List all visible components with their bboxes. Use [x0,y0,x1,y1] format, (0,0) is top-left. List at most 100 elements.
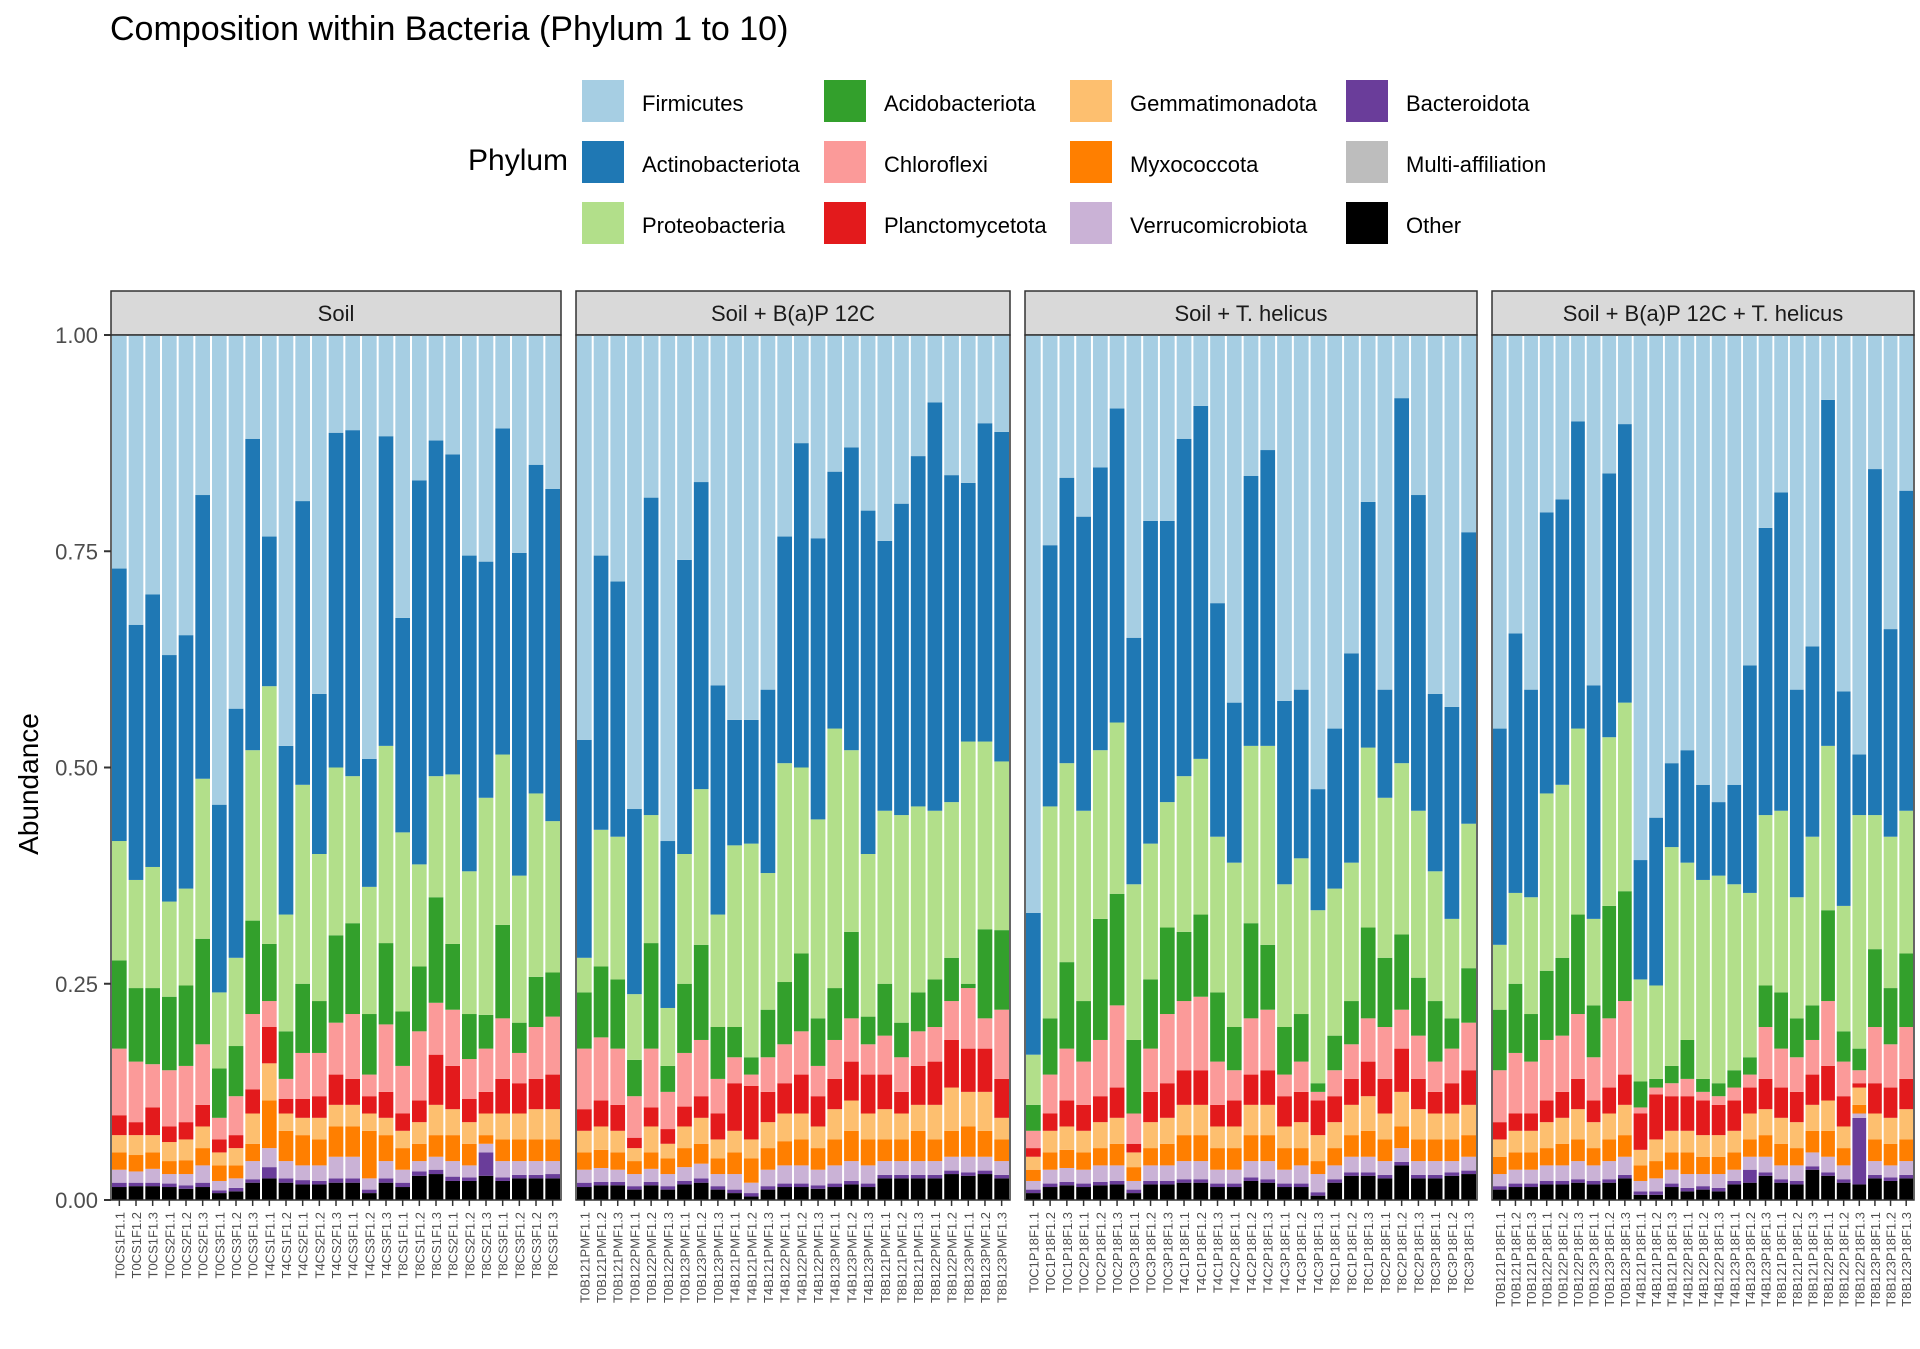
bar-segment-firmicutes [1789,335,1804,690]
bar-segment-myxococcota [727,1152,742,1175]
bar-stack [1444,335,1460,1200]
bar-segment-gemmatimonadota [245,1113,260,1144]
bar-segment-actinobacteriota [927,402,943,811]
bar-segment-acidobacteriota [328,935,344,1023]
bar-segment-myxococcota [1633,1165,1648,1181]
bar-segment-gemmatimonadota [1427,1113,1443,1140]
bar-segment-bacteroidota [245,1179,260,1183]
bar-segment-acidobacteriota [777,982,792,1045]
x-tick-label: T4B123PMF1.2 [844,1212,859,1303]
bar-segment-verrucomicrobiota [1076,1169,1091,1184]
bar-segment-proteobacteria [1743,892,1757,1058]
legend-swatch-multi-affiliation [1346,141,1388,183]
bar-segment-proteobacteria [860,854,876,1017]
bar-segment-chloroflexi [910,1031,926,1066]
bar-segment-acidobacteriota [545,972,560,1017]
bar-segment-other [1293,1187,1309,1200]
bar-segment-verrucomicrobiota [1602,1161,1617,1180]
bar-segment-bacteroidota [727,1189,742,1194]
bar-segment-other [1394,1165,1410,1200]
bar-segment-actinobacteriota [1586,685,1601,919]
bar-segment-gemmatimonadota [1711,1135,1726,1157]
bar-segment-proteobacteria [212,992,227,1069]
bar-stack [1026,335,1041,1200]
x-tick-label: T8B121P18F1.3 [1805,1212,1820,1307]
bar-segment-bacteroidota [495,1177,510,1181]
bar-segment-myxococcota [145,1152,160,1169]
bar-segment-acidobacteriota [1571,914,1585,1015]
bar-segment-chloroflexi [1508,1052,1523,1114]
bar-stack [545,335,560,1200]
bar-segment-planctomycetota [1492,1122,1507,1140]
bar-segment-gemmatimonadota [743,1139,759,1159]
x-tick-label: T8CS3F1.3 [546,1212,561,1278]
bar-segment-other [1126,1193,1142,1200]
bar-segment-actinobacteriota [245,438,260,751]
bar-segment-gemmatimonadota [1176,1104,1192,1136]
bar-segment-bacteroidota [794,1183,809,1188]
bar-segment-verrucomicrobiota [1243,1161,1259,1178]
bar-stack [1680,335,1695,1200]
bar-segment-verrucomicrobiota [195,1165,210,1183]
bar-segment-gemmatimonadota [1360,1096,1376,1131]
bar-segment-actinobacteriota [593,555,609,830]
bar-segment-planctomycetota [710,1113,726,1140]
bar-segment-other [1344,1175,1359,1200]
bar-segment-firmicutes [827,335,843,472]
bar-segment-bacteroidota [710,1186,726,1190]
bar-segment-bacteroidota [228,1187,244,1192]
bar-segment-chloroflexi [1394,1009,1410,1049]
bar-segment-planctomycetota [162,1126,177,1143]
bar-segment-other [660,1189,676,1200]
bar-segment-chloroflexi [1774,1048,1789,1088]
bar-stack [627,335,642,1200]
x-tick-label: T0CS2F1.2 [179,1212,194,1278]
bar-segment-other [994,1178,1009,1200]
bar-stack [660,335,676,1200]
bar-segment-bacteroidota [1226,1183,1242,1188]
bar-segment-firmicutes [1327,335,1343,729]
bar-segment-proteobacteria [478,797,494,1015]
bar-stack [794,335,809,1200]
bar-stack [1427,335,1443,1200]
bar-segment-planctomycetota [977,1048,993,1092]
bar-segment-planctomycetota [228,1135,244,1149]
bar-segment-chloroflexi [295,1052,310,1099]
bar-segment-gemmatimonadota [627,1148,642,1162]
bar-segment-gemmatimonadota [844,1100,859,1131]
bar-segment-myxococcota [1602,1139,1617,1162]
bar-segment-chloroflexi [1327,1070,1343,1097]
bar-segment-chloroflexi [1649,1087,1663,1095]
bar-segment-verrucomicrobiota [1394,1148,1410,1162]
bar-segment-bacteroidota [627,1186,642,1190]
bar-segment-planctomycetota [994,1078,1009,1118]
bar-stack [1633,335,1648,1200]
bar-segment-other [960,1175,976,1200]
bar-stack [278,335,294,1200]
bar-segment-chloroflexi [577,1048,592,1110]
bar-segment-verrucomicrobiota [145,1168,160,1183]
bar-segment-myxococcota [844,1130,859,1162]
x-tick-label: T8B123PMF1.1 [961,1212,976,1303]
bar-segment-actinobacteriota [827,471,843,729]
bar-segment-firmicutes [1176,335,1192,439]
bar-segment-gemmatimonadota [1126,1152,1142,1168]
bar-segment-planctomycetota [1774,1087,1789,1118]
bar-segment-bacteroidota [960,1172,976,1176]
bar-segment-gemmatimonadota [810,1126,826,1149]
bar-segment-other [128,1186,144,1200]
bar-stack [1727,335,1742,1200]
bar-segment-verrucomicrobiota [1310,1174,1326,1193]
x-tick-label: T8C2P18F1.2 [1395,1212,1410,1293]
bar-segment-proteobacteria [412,864,427,967]
bar-segment-gemmatimonadota [894,1113,909,1140]
bar-segment-chloroflexi [1743,1074,1757,1088]
bar-segment-acidobacteriota [994,930,1009,1010]
bar-segment-proteobacteria [810,819,826,1019]
bar-segment-other [710,1189,726,1200]
bar-segment-chloroflexi [1293,1061,1309,1092]
bar-segment-acidobacteriota [462,1014,477,1060]
bar-segment-planctomycetota [128,1122,144,1136]
bar-segment-verrucomicrobiota [378,1161,394,1179]
x-tick-label: T0C3P18F1.2 [1144,1212,1159,1293]
